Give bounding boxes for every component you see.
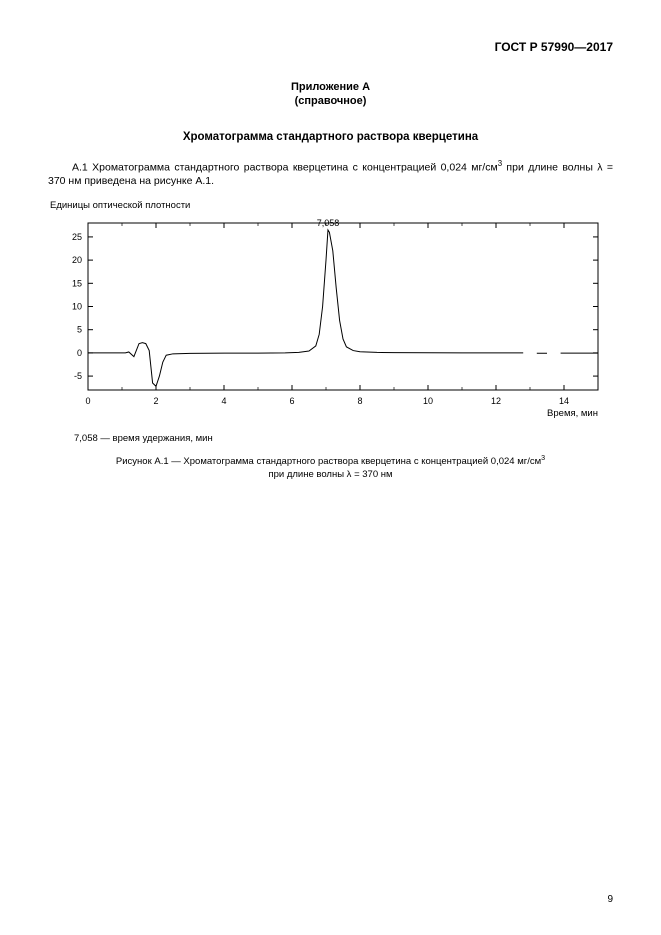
svg-text:0: 0 <box>85 396 90 406</box>
svg-text:7,058: 7,058 <box>317 218 340 228</box>
svg-text:25: 25 <box>72 232 82 242</box>
appendix-label: Приложение А <box>48 80 613 94</box>
appendix-sub: (справочное) <box>48 94 613 108</box>
caption-line1: Рисунок А.1 — Хроматограмма стандартного… <box>116 457 541 468</box>
page-number: 9 <box>607 894 613 905</box>
peak-legend: 7,058 — время удержания, мин <box>74 433 613 444</box>
svg-text:14: 14 <box>559 396 569 406</box>
svg-text:6: 6 <box>289 396 294 406</box>
svg-text:10: 10 <box>423 396 433 406</box>
svg-text:Время, мин: Время, мин <box>547 408 598 419</box>
svg-text:2: 2 <box>153 396 158 406</box>
para-prefix: А.1 <box>72 161 92 173</box>
y-axis-title: Единицы оптической плотности <box>50 200 613 211</box>
figure-caption: Рисунок А.1 — Хроматограмма стандартного… <box>48 454 613 482</box>
svg-text:12: 12 <box>491 396 501 406</box>
svg-text:10: 10 <box>72 302 82 312</box>
appendix-block: Приложение А (справочное) <box>48 80 613 109</box>
svg-text:20: 20 <box>72 256 82 266</box>
svg-text:15: 15 <box>72 279 82 289</box>
caption-sup: 3 <box>541 454 545 462</box>
caption-line2: при длине волны λ = 370 нм <box>268 469 392 480</box>
chromatogram-chart: -5 0 5 10 15 20 25 0 2 4 6 8 10 12 14 Время, мин 7,058 <box>48 215 613 425</box>
section-title: Хроматограмма стандартного раствора квер… <box>48 131 613 143</box>
svg-text:0: 0 <box>77 348 82 358</box>
para-body1: Хроматограмма стандартного раствора квер… <box>92 161 498 173</box>
svg-text:-5: -5 <box>74 372 82 382</box>
doc-header: ГОСТ Р 57990—2017 <box>48 40 613 54</box>
svg-text:4: 4 <box>221 396 226 406</box>
svg-text:8: 8 <box>357 396 362 406</box>
paragraph-a1: А.1 Хроматограмма стандартного раствора … <box>48 159 613 189</box>
svg-text:5: 5 <box>77 325 82 335</box>
chart-svg: -5 0 5 10 15 20 25 0 2 4 6 8 10 12 14 Время, мин 7,058 <box>48 215 608 420</box>
